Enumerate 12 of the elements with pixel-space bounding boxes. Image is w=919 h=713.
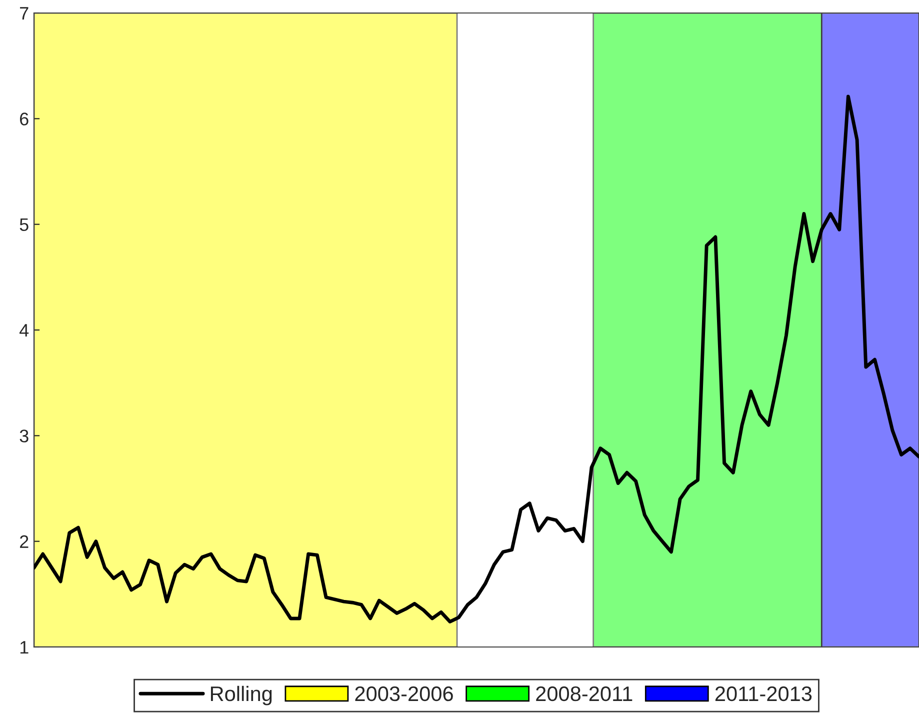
y-tick-label: 7: [20, 7, 28, 20]
y-tick-label: 2: [20, 535, 28, 548]
text: 2008-2011: [536, 686, 632, 702]
y-tick-label: 1: [20, 641, 28, 654]
y-tick-label: 5: [20, 218, 28, 232]
text: 2003-2006: [355, 686, 453, 702]
legend-label: Rolling: [210, 686, 272, 706]
y-tick-label: 4: [20, 324, 29, 337]
y-tick-label: 3: [20, 430, 28, 442]
text: 2011-2013: [715, 686, 812, 702]
y-tick-label: 6: [20, 112, 28, 126]
line-series: [34, 94, 919, 624]
